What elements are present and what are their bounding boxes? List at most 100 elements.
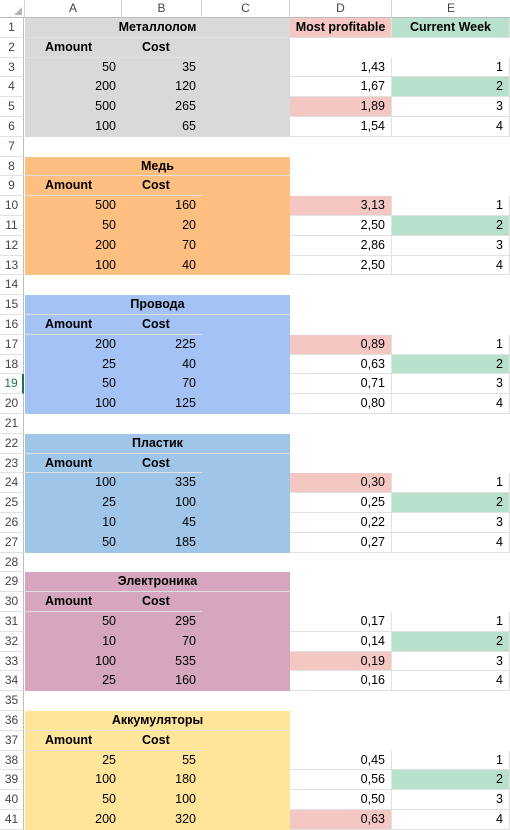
week-cell[interactable]: 2	[392, 77, 510, 98]
ratio-cell[interactable]: 0,50	[290, 790, 392, 810]
amount-cell[interactable]: 25	[102, 495, 116, 510]
cost-cell[interactable]: 265	[175, 99, 196, 114]
amount-cell[interactable]: 100	[95, 653, 116, 668]
amount-cell[interactable]: 50	[102, 218, 116, 232]
cost-cell[interactable]: 70	[182, 237, 196, 252]
week-cell[interactable]: 2	[392, 216, 510, 236]
column-header-e[interactable]: E	[392, 0, 510, 18]
row-header-3[interactable]: 3	[0, 57, 24, 78]
cost-header[interactable]: Cost	[122, 454, 202, 474]
ratio-cell[interactable]: 0,14	[290, 631, 392, 652]
week-cell[interactable]: 3	[392, 651, 510, 672]
cost-cell[interactable]: 40	[182, 356, 196, 371]
row-header-9[interactable]: 9	[0, 176, 24, 197]
amount-header[interactable]: Amount	[25, 38, 122, 58]
row-header-19[interactable]: 19	[0, 374, 24, 395]
amount-header[interactable]: Amount	[25, 176, 122, 197]
row-header-7[interactable]: 7	[0, 136, 24, 157]
row-header-26[interactable]: 26	[0, 513, 24, 533]
cost-header[interactable]: Cost	[122, 315, 202, 335]
section-title[interactable]: Пластик	[25, 434, 290, 454]
amount-header[interactable]: Amount	[25, 454, 122, 474]
row-header-34[interactable]: 34	[0, 671, 24, 692]
row-header-36[interactable]: 36	[0, 711, 24, 731]
row-header-6[interactable]: 6	[0, 117, 24, 137]
amount-cell[interactable]: 100	[95, 396, 116, 411]
column-header-a[interactable]: A	[25, 0, 122, 18]
row-header-38[interactable]: 38	[0, 750, 24, 771]
ratio-cell[interactable]: 0,80	[290, 394, 392, 414]
ratio-cell[interactable]: 0,71	[290, 374, 392, 395]
ratio-cell[interactable]: 0,30	[290, 473, 392, 494]
cost-header[interactable]: Cost	[122, 38, 202, 58]
section-title[interactable]: Металлолом	[25, 18, 290, 38]
section-title[interactable]: Провода	[25, 295, 290, 315]
ratio-cell[interactable]: 0,16	[290, 671, 392, 692]
row-header-23[interactable]: 23	[0, 453, 24, 474]
week-cell[interactable]: 4	[392, 532, 510, 553]
ratio-cell[interactable]: 0,27	[290, 532, 392, 553]
ratio-cell[interactable]: 1,54	[290, 117, 392, 137]
ratio-cell[interactable]: 1,89	[290, 97, 392, 117]
amount-cell[interactable]: 500	[95, 198, 116, 213]
ratio-cell[interactable]: 0,17	[290, 612, 392, 632]
cost-cell[interactable]: 160	[175, 198, 196, 213]
cost-cell[interactable]: 70	[182, 633, 196, 648]
amount-cell[interactable]: 10	[102, 633, 116, 648]
week-cell[interactable]: 1	[392, 750, 510, 771]
cost-cell[interactable]: 185	[175, 534, 196, 549]
row-header-29[interactable]: 29	[0, 572, 24, 593]
row-header-12[interactable]: 12	[0, 235, 24, 256]
row-header-25[interactable]: 25	[0, 493, 24, 513]
column-header-d[interactable]: D	[290, 0, 392, 18]
cost-cell[interactable]: 70	[182, 376, 196, 391]
row-header-4[interactable]: 4	[0, 77, 24, 98]
section-title[interactable]: Медь	[25, 157, 290, 177]
ratio-cell[interactable]: 2,50	[290, 216, 392, 236]
row-header-41[interactable]: 41	[0, 810, 24, 830]
amount-cell[interactable]: 25	[102, 752, 116, 767]
week-cell[interactable]: 2	[392, 493, 510, 513]
week-cell[interactable]: 3	[392, 374, 510, 395]
week-cell[interactable]: 3	[392, 513, 510, 533]
row-header-15[interactable]: 15	[0, 295, 24, 315]
cost-cell[interactable]: 125	[175, 396, 196, 411]
cost-cell[interactable]: 535	[175, 653, 196, 668]
row-header-24[interactable]: 24	[0, 473, 24, 494]
row-header-31[interactable]: 31	[0, 612, 24, 632]
ratio-cell[interactable]: 3,13	[290, 196, 392, 216]
row-header-10[interactable]: 10	[0, 196, 24, 216]
row-header-14[interactable]: 14	[0, 275, 24, 296]
week-cell[interactable]: 1	[392, 334, 510, 355]
amount-cell[interactable]: 50	[102, 376, 116, 391]
row-header-27[interactable]: 27	[0, 532, 24, 553]
row-header-8[interactable]: 8	[0, 156, 24, 177]
row-header-20[interactable]: 20	[0, 394, 24, 414]
row-header-37[interactable]: 37	[0, 730, 24, 751]
week-cell[interactable]: 3	[392, 235, 510, 256]
cost-cell[interactable]: 35	[182, 59, 196, 74]
week-cell[interactable]: 4	[392, 394, 510, 414]
cost-cell[interactable]: 180	[175, 772, 196, 787]
ratio-cell[interactable]: 0,22	[290, 513, 392, 533]
cost-cell[interactable]: 120	[175, 79, 196, 94]
ratio-cell[interactable]: 0,63	[290, 810, 392, 830]
week-cell[interactable]: 3	[392, 790, 510, 810]
cost-cell[interactable]: 45	[182, 515, 196, 529]
cost-cell[interactable]: 295	[175, 614, 196, 628]
row-header-39[interactable]: 39	[0, 770, 24, 791]
week-cell[interactable]: 2	[392, 631, 510, 652]
current-week-header[interactable]: Current Week	[392, 18, 510, 38]
amount-cell[interactable]: 25	[102, 673, 116, 688]
amount-cell[interactable]: 100	[95, 772, 116, 787]
row-header-35[interactable]: 35	[0, 691, 24, 711]
amount-header[interactable]: Amount	[25, 592, 122, 612]
row-header-30[interactable]: 30	[0, 592, 24, 612]
ratio-cell[interactable]: 2,86	[290, 235, 392, 256]
amount-cell[interactable]: 100	[95, 257, 116, 272]
most-profitable-header[interactable]: Most profitable	[290, 18, 392, 38]
cost-cell[interactable]: 160	[175, 673, 196, 688]
amount-cell[interactable]: 200	[95, 237, 116, 252]
ratio-cell[interactable]: 2,50	[290, 255, 392, 276]
cost-header[interactable]: Cost	[122, 176, 202, 197]
